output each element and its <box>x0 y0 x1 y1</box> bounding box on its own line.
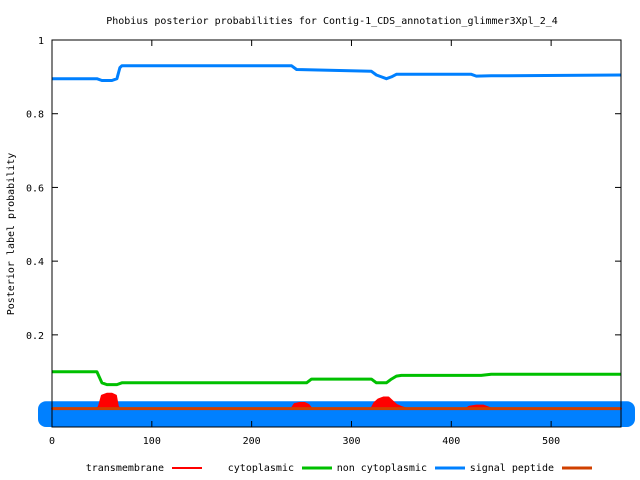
signal-band <box>38 401 635 427</box>
x-tick-label: 300 <box>342 436 360 447</box>
chart-title: Phobius posterior probabilities for Cont… <box>106 16 558 27</box>
legend-label-non-cytoplasmic: non cytoplasmic <box>337 463 427 474</box>
series-non-cytoplasmic-line <box>52 64 622 82</box>
y-tick-label: 0.8 <box>26 110 44 121</box>
y-ticks: 0.2 0.4 0.6 0.8 1 <box>26 36 621 342</box>
bottom-band-layer <box>38 401 635 427</box>
legend-label-transmembrane: transmembrane <box>86 463 164 474</box>
x-tick-label: 100 <box>143 436 161 447</box>
y-tick-label: 0.2 <box>26 331 44 342</box>
x-ticks: 0 100 200 300 400 500 <box>49 40 560 447</box>
y-tick-label: 0.4 <box>26 257 44 268</box>
legend-label-cytoplasmic: cytoplasmic <box>228 463 294 474</box>
x-tick-label: 200 <box>243 436 261 447</box>
x-tick-label: 0 <box>49 436 55 447</box>
x-tick-label: 500 <box>542 436 560 447</box>
plot-frame <box>51 39 622 428</box>
legend-label-signal-peptide: signal peptide <box>470 463 554 474</box>
x-tick-label: 400 <box>442 436 460 447</box>
y-axis-label: Posterior label probability <box>6 153 17 316</box>
series-layer <box>51 64 622 411</box>
y-tick-label: 0.6 <box>26 183 44 194</box>
y-tick-label: 1 <box>38 36 44 47</box>
legend: transmembrane cytoplasmic non cytoplasmic s… <box>86 463 592 474</box>
series-cytoplasmic-line <box>52 370 621 387</box>
